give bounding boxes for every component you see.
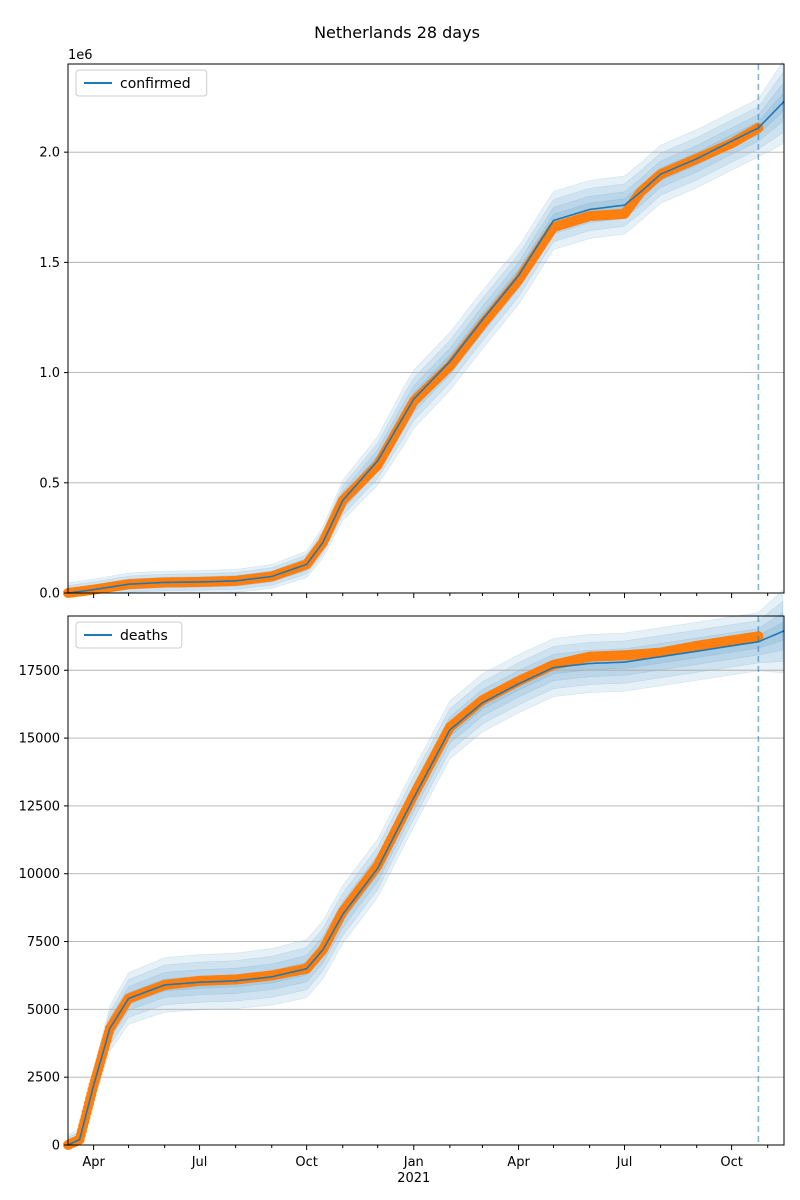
uncertainty-band [67, 83, 784, 594]
y-axis: 0 2500 5000 7500 10000 12500 15000 17500 [19, 664, 68, 1154]
y-tick-label: 1.0 [39, 366, 60, 381]
plot-frame [67, 63, 785, 594]
y-tick-label: 2.0 [39, 146, 60, 161]
x-tick-label: Oct [295, 1155, 317, 1170]
y-tick-label: 15000 [19, 732, 60, 747]
uncertainty-band [67, 621, 784, 1146]
legend: deaths [75, 621, 183, 649]
y-tick-label: 17500 [19, 664, 60, 679]
x-tick-label: Jan [403, 1155, 424, 1170]
deaths-panel: 0 2500 5000 7500 10000 12500 15000 17500 Apr Jul… [19, 589, 785, 1186]
y-tick-label: 0 [52, 1139, 60, 1154]
x-tick-label: Oct [720, 1155, 742, 1170]
plot-frame [67, 615, 785, 1146]
uncertainty-band [67, 600, 784, 1146]
y-tick-label: 1.5 [39, 256, 60, 271]
confirmed-panel: 0.0 0.5 1.0 1.5 2.0 1e6 confirmed [39, 48, 785, 602]
x-tick-label: Jul [616, 1155, 633, 1170]
x-axis: Apr Jul Oct Jan Apr Jul Oct [82, 1145, 769, 1170]
y-axis: 0.0 0.5 1.0 1.5 2.0 [39, 146, 68, 602]
uncertainty-band [67, 612, 784, 1146]
y-tick-label: 5000 [27, 1003, 60, 1018]
y-tick-label: 0.5 [39, 476, 60, 491]
figure-title: Netherlands 28 days [314, 23, 480, 42]
y-tick-label: 7500 [27, 935, 60, 950]
legend: confirmed [75, 69, 208, 97]
x-year-label: 2021 [397, 1171, 430, 1186]
x-axis [93, 593, 769, 598]
uncertainty-band [67, 589, 784, 1146]
model-line [67, 100, 785, 594]
uncertainty-band [67, 71, 784, 594]
model-line [67, 630, 785, 1146]
uncertainty-band [67, 60, 784, 594]
y-tick-label: 12500 [19, 799, 60, 814]
x-tick-label: Apr [507, 1155, 530, 1170]
x-tick-label: Jul [191, 1155, 208, 1170]
y-tick-label: 10000 [19, 867, 60, 882]
y-tick-label: 0.0 [39, 587, 60, 602]
y-tick-label: 2500 [27, 1071, 60, 1086]
x-tick-label: Apr [82, 1155, 105, 1170]
legend-label-confirmed: confirmed [120, 76, 191, 92]
y-offset-label: 1e6 [68, 48, 93, 63]
legend-label-deaths: deaths [120, 628, 168, 644]
